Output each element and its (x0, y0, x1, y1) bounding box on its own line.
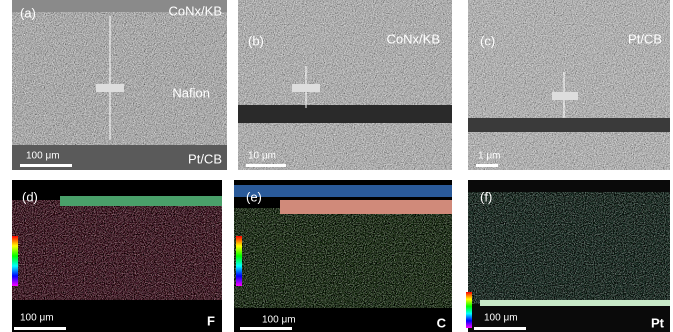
measure-label (292, 84, 320, 92)
panel-label: (a) (20, 5, 36, 20)
layer (60, 196, 222, 206)
scale-text: 10 μm (248, 151, 276, 162)
element-area (12, 200, 222, 300)
measure-label (96, 84, 124, 92)
layer-label: Pt/CB (628, 31, 662, 46)
scale-bar (240, 327, 292, 330)
element-label: C (437, 315, 447, 330)
panel-label: (e) (246, 189, 262, 204)
color-scale (466, 292, 472, 328)
sem-image (238, 0, 452, 170)
scale-text: 100 μm (20, 313, 54, 324)
measure-label (552, 92, 578, 100)
element-area (468, 192, 670, 304)
scale-bar (20, 164, 72, 167)
layer (468, 118, 670, 132)
panel-f: (f) 100 μm Pt (466, 180, 670, 332)
panel-label: (f) (480, 189, 492, 204)
panel-label: (c) (480, 33, 495, 48)
panel-d: (d) 100 μm F (12, 180, 222, 332)
panel-a: (a) CoNx/KB Nafion Pt/CB 100 μm (12, 0, 227, 170)
layer-label: CoNx/KB (387, 31, 440, 46)
layer-label: CoNx/KB (169, 3, 222, 18)
layer (238, 105, 452, 123)
element-label: F (207, 313, 215, 328)
panel-e: (e) 100 μm C (234, 180, 452, 332)
scale-bar (474, 327, 526, 330)
layer-label: Nafion (172, 85, 210, 100)
element-area (234, 208, 452, 308)
layer (280, 200, 452, 214)
panel-label: (d) (22, 189, 38, 204)
color-scale (236, 236, 242, 286)
scale-bar (14, 327, 66, 330)
scale-text: 100 μm (26, 151, 60, 162)
scale-text: 100 μm (484, 313, 518, 324)
scale-bar (476, 164, 498, 167)
panel-c: (c) Pt/CB 1 μm (468, 0, 670, 170)
figure: (a) CoNx/KB Nafion Pt/CB 100 μm (b) CoNx… (0, 0, 673, 332)
color-scale (12, 236, 18, 286)
element-label: Pt (651, 315, 665, 330)
layer-label: Pt/CB (188, 151, 222, 166)
sem-image (468, 0, 670, 170)
scale-text: 1 μm (478, 151, 500, 162)
scale-text: 100 μm (262, 315, 296, 326)
panel-b: (b) CoNx/KB 10 μm (238, 0, 452, 170)
layer (480, 300, 670, 306)
layer (234, 185, 452, 197)
panel-label: (b) (248, 33, 264, 48)
scale-bar (246, 164, 286, 167)
